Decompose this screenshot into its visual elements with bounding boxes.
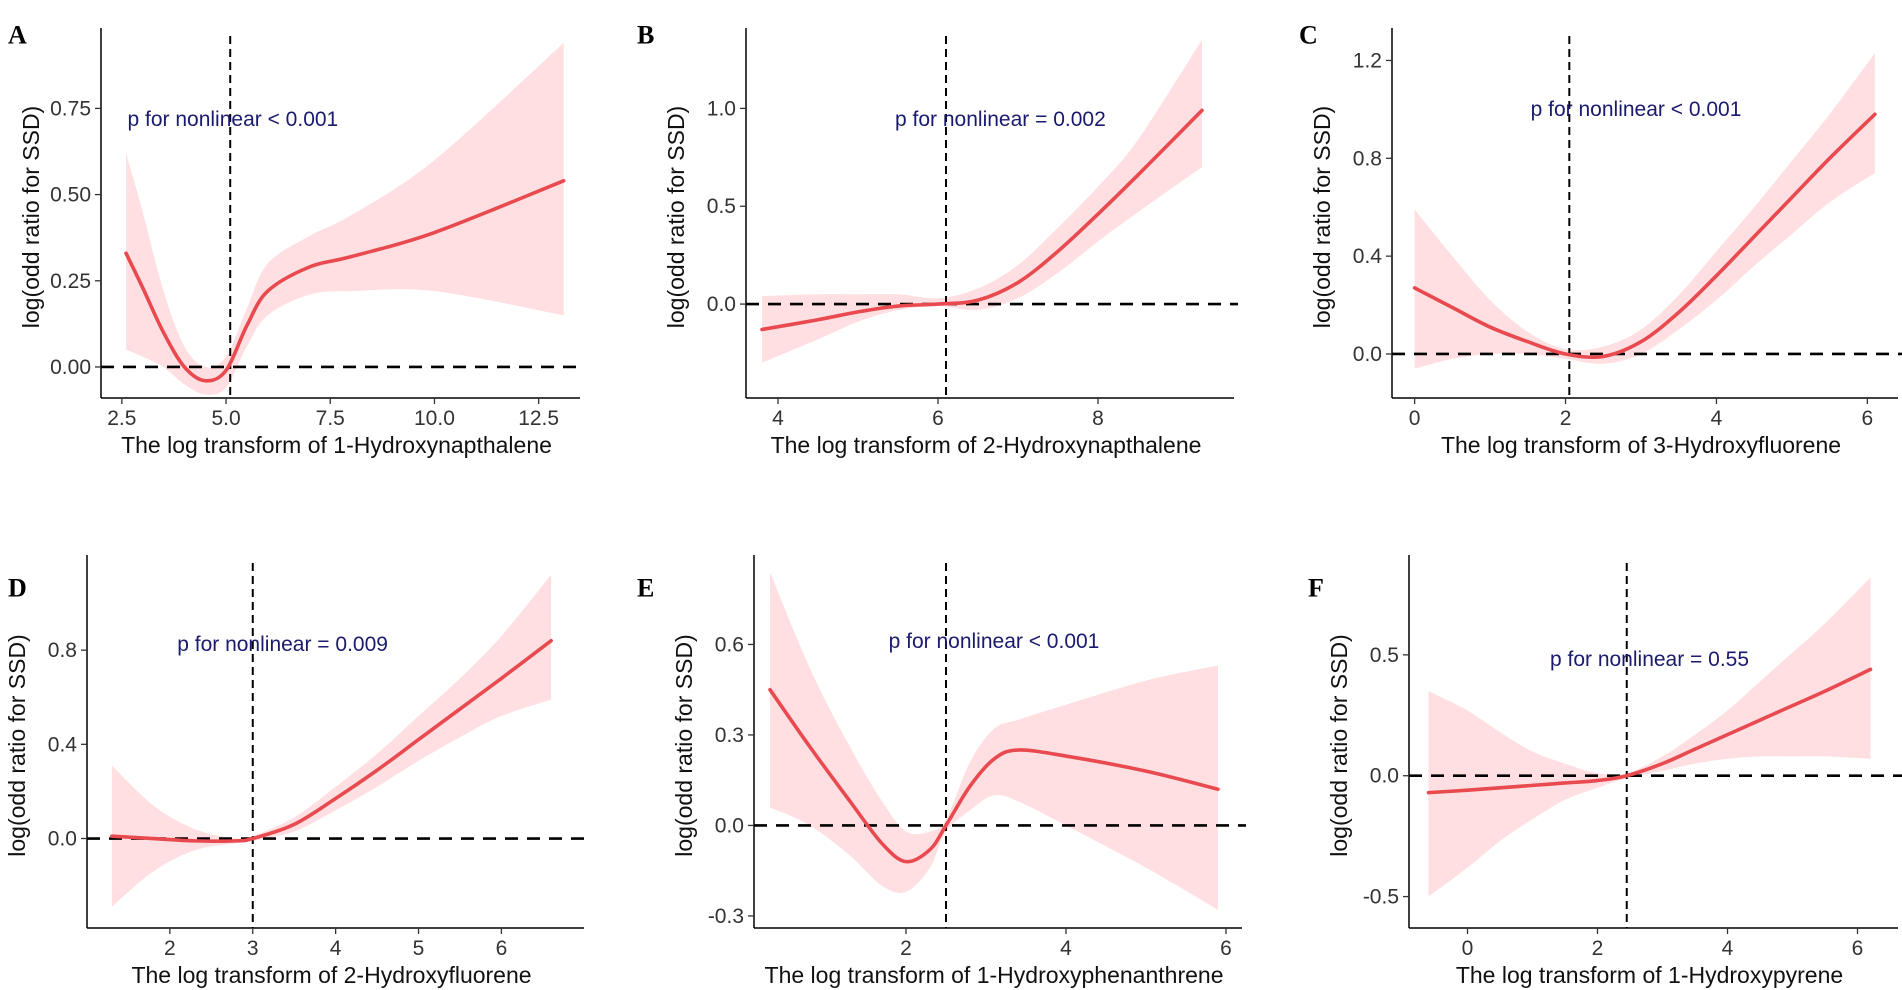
- panel-d: D 2 3 4 5 6 0.0 0.4 0.8 The log transform of 2-Hy…: [4, 555, 588, 988]
- x-axis-title: The log transform of 3-Hydroxyfluorene: [1441, 432, 1841, 458]
- y-tick-label: 0.00: [50, 356, 91, 379]
- confidence-band: [770, 572, 1218, 910]
- y-tick-label: 0.0: [715, 814, 744, 837]
- y-axis-title: log(odd ratio for SSD): [1309, 106, 1335, 328]
- confidence-band: [762, 39, 1202, 363]
- confidence-band: [111, 574, 552, 907]
- y-tick-label: 0.50: [50, 184, 91, 207]
- y-axis-title: log(odd ratio for SSD): [4, 634, 30, 856]
- x-tick-label: 6: [1220, 937, 1232, 960]
- y-tick-label: 0.5: [707, 195, 736, 218]
- confidence-band: [126, 42, 564, 395]
- x-tick-label: 6: [496, 937, 508, 960]
- y-tick-label: 0.4: [48, 733, 78, 756]
- x-axis-title: The log transform of 1-Hydroxypyrene: [1456, 962, 1843, 988]
- panel-letter: D: [8, 573, 27, 602]
- fitted-curve: [768, 687, 1220, 864]
- nonlinear-p-annotation: p for nonlinear = 0.55: [1550, 648, 1749, 671]
- y-tick-label: 0.0: [1353, 343, 1382, 366]
- nonlinear-p-annotation: p for nonlinear = 0.002: [895, 108, 1106, 131]
- x-tick-label: 2: [1560, 407, 1572, 430]
- confidence-band: [1428, 577, 1871, 897]
- x-tick-label: 5.0: [211, 407, 240, 430]
- x-tick-label: 0: [1409, 407, 1421, 430]
- x-tick-label: 4: [772, 407, 784, 430]
- x-tick-label: 2: [164, 937, 176, 960]
- x-axis-title: The log transform of 2-Hydroxynapthalene: [771, 432, 1202, 458]
- x-tick-label: 7.5: [316, 407, 345, 430]
- fitted-curve: [760, 108, 1204, 332]
- x-tick-label: 4: [330, 937, 342, 960]
- y-tick-label: 0.5: [1370, 644, 1399, 667]
- panel-f: F 0 2 4 6 -0.5 0.0 0.5 The log transform of 1-Hy…: [1308, 555, 1902, 988]
- x-tick-label: 10.0: [414, 407, 455, 430]
- y-tick-label: -0.3: [708, 905, 744, 928]
- panel-e: E 2 4 6 -0.3 0.0 0.3 0.6 The log transform of 1-…: [637, 555, 1246, 988]
- nonlinear-p-annotation: p for nonlinear < 0.001: [128, 108, 339, 131]
- y-tick-label: 0.4: [1353, 245, 1383, 268]
- panel-letter: E: [637, 573, 654, 602]
- y-tick-label: -0.5: [1363, 886, 1399, 909]
- panel-b: B 4 6 8 0.0 0.5 1.0 The log transform of 2-Hydr…: [637, 20, 1238, 458]
- fitted-curve: [1412, 112, 1877, 360]
- x-tick-label: 0: [1462, 937, 1474, 960]
- nonlinear-p-annotation: p for nonlinear < 0.001: [1531, 98, 1742, 121]
- panel-c: C 0 2 4 6 0.0 0.4 0.8 1.2 The log transform of 3-…: [1299, 20, 1902, 458]
- fitted-curve: [124, 179, 566, 383]
- x-axis-title: The log transform of 2-Hydroxyfluorene: [131, 962, 531, 988]
- confidence-band: [1414, 53, 1875, 369]
- x-axis-title: The log transform of 1-Hydroxyphenanthre…: [765, 962, 1224, 988]
- y-axis-title: log(odd ratio for SSD): [663, 106, 689, 328]
- x-tick-label: 2: [1592, 937, 1604, 960]
- x-tick-label: 8: [1092, 407, 1104, 430]
- x-tick-label: 3: [247, 937, 259, 960]
- fitted-curve: [1426, 667, 1873, 795]
- y-tick-label: 0.0: [1370, 765, 1399, 788]
- y-tick-label: 1.0: [707, 97, 736, 120]
- panel-letter: C: [1299, 20, 1318, 49]
- x-tick-label: 4: [1722, 937, 1734, 960]
- y-tick-label: 0.0: [48, 828, 77, 851]
- nonlinear-p-annotation: p for nonlinear = 0.009: [177, 633, 388, 656]
- panel-a: A 2.5 5.0 7.5 10.0 12.5 0.00 0.25 0.50 0.75 The lo…: [8, 20, 584, 458]
- x-tick-label: 2.5: [107, 407, 136, 430]
- nonlinear-p-annotation: p for nonlinear < 0.001: [889, 630, 1100, 653]
- x-tick-label: 6: [932, 407, 944, 430]
- panel-letter: A: [8, 20, 27, 49]
- y-tick-label: 0.25: [50, 270, 91, 293]
- x-tick-label: 12.5: [518, 407, 559, 430]
- y-tick-label: 0.8: [48, 639, 77, 662]
- x-tick-label: 6: [1852, 937, 1864, 960]
- y-axis-title: log(odd ratio for SSD): [18, 106, 44, 328]
- y-axis-title: log(odd ratio for SSD): [671, 634, 697, 856]
- y-tick-label: 0.0: [707, 293, 736, 316]
- x-tick-label: 5: [413, 937, 425, 960]
- panel-letter: B: [637, 20, 654, 49]
- y-tick-label: 0.3: [715, 724, 744, 747]
- fitted-curve: [110, 638, 553, 843]
- y-tick-label: 0.75: [50, 97, 91, 120]
- y-tick-label: 0.6: [715, 633, 744, 656]
- x-tick-label: 6: [1862, 407, 1874, 430]
- x-tick-label: 4: [1711, 407, 1723, 430]
- x-axis-title: The log transform of 1-Hydroxynapthalene: [121, 432, 552, 458]
- y-axis-title: log(odd ratio for SSD): [1326, 634, 1352, 856]
- y-tick-label: 1.2: [1353, 49, 1382, 72]
- y-tick-label: 0.8: [1353, 147, 1382, 170]
- panel-letter: F: [1308, 573, 1324, 602]
- x-tick-label: 4: [1060, 937, 1072, 960]
- x-tick-label: 2: [900, 937, 912, 960]
